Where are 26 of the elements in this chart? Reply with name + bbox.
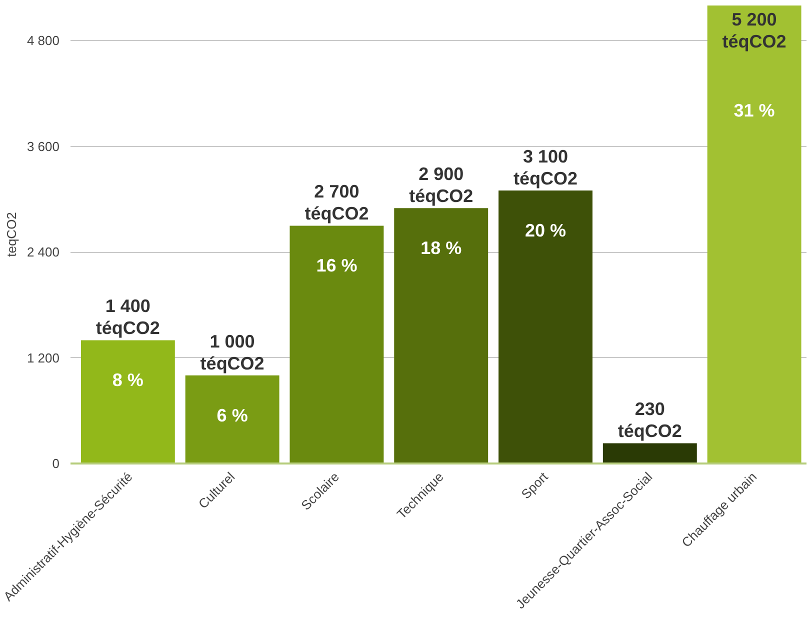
data-label: 5 200 téqCO2 xyxy=(722,10,786,52)
data-label: 1 400 téqCO2 xyxy=(96,296,160,338)
data-label: 1 000 téqCO2 xyxy=(200,331,264,374)
data-label: 2 700 téqCO2 xyxy=(304,182,369,224)
y-tick-label: 1 200 xyxy=(26,350,60,366)
y-tick-label: 2 400 xyxy=(26,244,60,260)
bar xyxy=(394,208,488,464)
bar xyxy=(707,6,802,464)
annotation: 16 % xyxy=(316,256,358,276)
annotation: 20 % xyxy=(524,220,566,240)
y-axis-title: teqCO2 xyxy=(4,212,19,257)
bar xyxy=(498,190,592,464)
bar xyxy=(290,226,384,464)
y-tick-label: 0 xyxy=(52,456,60,471)
bar xyxy=(185,375,280,464)
bar xyxy=(602,443,697,464)
annotation: 18 % xyxy=(420,238,462,258)
annotation: 31 % xyxy=(734,100,775,120)
annotation: 6 % xyxy=(216,405,248,426)
data-label: 2 900 téqCO2 xyxy=(409,164,474,206)
data-label: 230 téqCO2 xyxy=(618,399,682,442)
y-tick-label: 3 600 xyxy=(26,138,60,154)
annotation: 8 % xyxy=(112,370,144,390)
data-label: 3 100 téqCO2 xyxy=(514,146,578,188)
bar xyxy=(80,340,175,464)
y-tick-label: 4 800 xyxy=(26,33,60,48)
